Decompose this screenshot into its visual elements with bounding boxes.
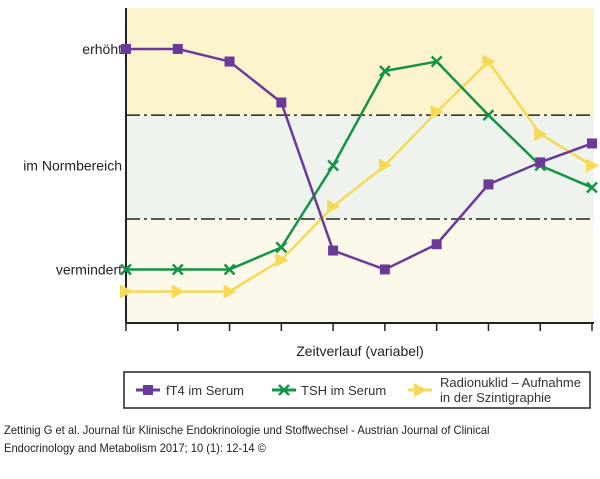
citation-line-1: Zettinig G et al. Journal für Klinische … bbox=[4, 423, 490, 437]
data-point-triangle bbox=[534, 127, 548, 141]
series-triangle bbox=[120, 54, 599, 299]
line-chart: erhöht im Normbereich vermindert Zeitverlau… bbox=[23, 8, 599, 409]
citation-line-2: Endocrinology and Metabolism 2017; 10 (1… bbox=[4, 441, 266, 455]
legend-box bbox=[123, 371, 591, 409]
data-point-triangle bbox=[482, 54, 496, 69]
data-point-square bbox=[483, 179, 494, 190]
series-line bbox=[126, 60, 593, 293]
data-point-triangle bbox=[414, 383, 427, 397]
data-point-x bbox=[275, 241, 288, 254]
data-point-triangle bbox=[171, 284, 185, 299]
legend: fT4 im Serum TSH im Serum Radionuklid – Au… bbox=[123, 371, 591, 409]
data-point-x bbox=[430, 55, 443, 68]
citation: Zettinig G et al. Journal für Klinische … bbox=[4, 421, 490, 457]
data-point-square bbox=[535, 157, 546, 168]
data-point-triangle bbox=[223, 284, 237, 299]
data-point-x bbox=[278, 384, 290, 396]
data-point-square bbox=[587, 138, 597, 149]
band-normal bbox=[126, 115, 594, 220]
legend-label: TSH im Serum bbox=[301, 383, 386, 398]
y-tick-label: erhöht bbox=[82, 41, 122, 57]
series-line bbox=[126, 60, 593, 271]
data-point-square bbox=[379, 264, 390, 275]
band-high bbox=[126, 8, 594, 116]
series-x bbox=[120, 55, 598, 276]
data-point-square bbox=[276, 97, 287, 108]
data-point-square bbox=[328, 245, 339, 256]
series-line bbox=[126, 47, 593, 271]
data-point-x bbox=[120, 263, 132, 276]
data-point-x bbox=[327, 159, 339, 172]
data-point-triangle bbox=[120, 284, 133, 299]
legend-label: Radionuklid – Aufnahme bbox=[440, 375, 581, 390]
data-point-triangle bbox=[430, 104, 444, 119]
y-tick-label: vermindert bbox=[56, 261, 122, 277]
data-point-square bbox=[172, 43, 183, 54]
data-point-triangle bbox=[275, 253, 289, 267]
data-point-x bbox=[482, 109, 495, 121]
data-point-triangle bbox=[378, 158, 392, 173]
data-point-square bbox=[121, 43, 131, 54]
legend-label: in der Szintigraphie bbox=[440, 390, 551, 405]
x-axis-label: Zeitverlauf (variabel) bbox=[296, 343, 424, 359]
data-point-x bbox=[586, 181, 598, 194]
data-point-triangle bbox=[586, 158, 599, 173]
data-point-square bbox=[431, 239, 442, 250]
data-point-square bbox=[143, 385, 153, 395]
data-point-x bbox=[171, 263, 184, 276]
data-point-square bbox=[224, 56, 235, 67]
legend-label: fT4 im Serum bbox=[166, 383, 244, 398]
data-point-triangle bbox=[327, 199, 341, 214]
data-point-x bbox=[223, 263, 236, 276]
band-low bbox=[126, 219, 594, 323]
data-point-x bbox=[379, 65, 391, 77]
series-square bbox=[121, 43, 597, 275]
y-tick-label: im Normbereich bbox=[23, 158, 122, 174]
